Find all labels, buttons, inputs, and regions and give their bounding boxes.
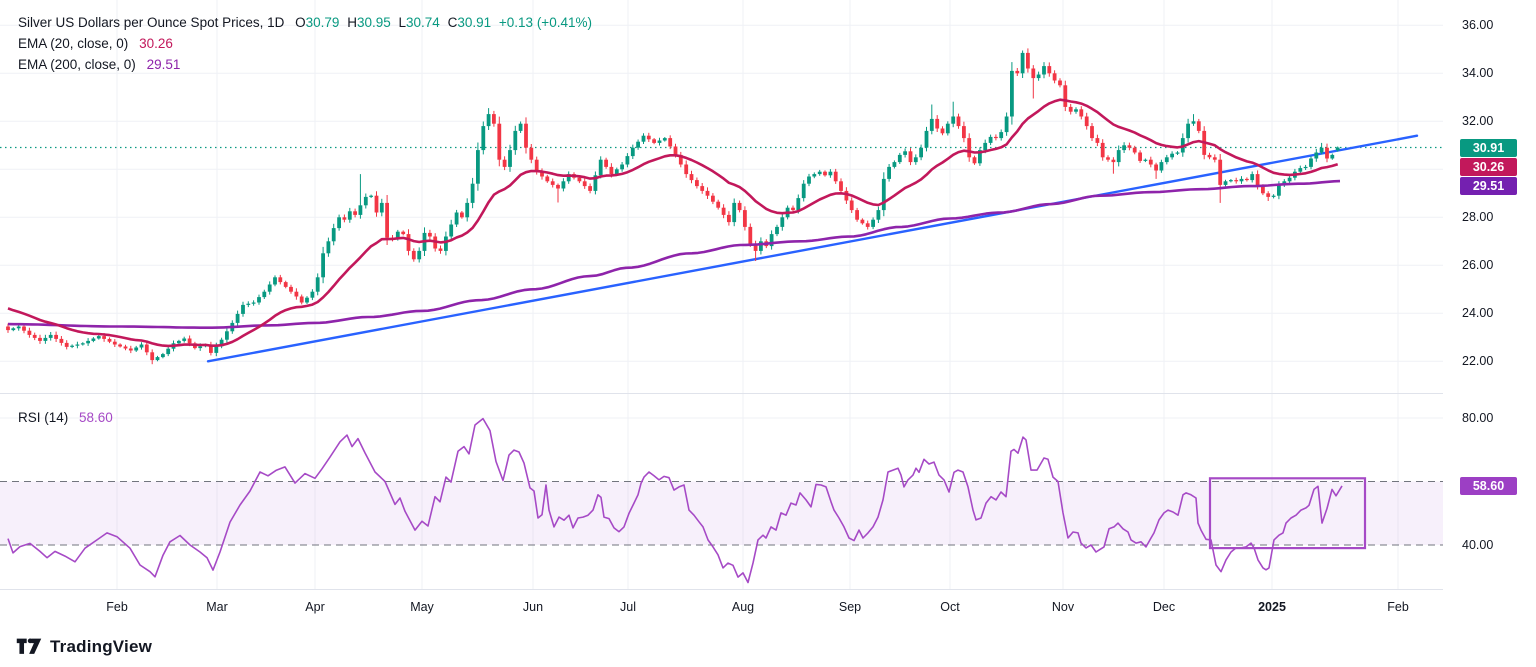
time-tick: Apr xyxy=(305,600,325,614)
pane-separator[interactable] xyxy=(0,393,1536,394)
rsi-tick: 40.00 xyxy=(1462,537,1494,552)
price-tick: 36.00 xyxy=(1462,17,1494,32)
ema20-value: 30.26 xyxy=(139,36,173,51)
time-tick: Mar xyxy=(206,600,228,614)
time-tick: 2025 xyxy=(1258,600,1286,614)
close-value: 30.91 xyxy=(457,15,492,30)
symbol-legend[interactable]: Silver US Dollars per Ounce Spot Prices,… xyxy=(18,13,592,33)
open-label: O xyxy=(295,15,306,30)
close-label: C xyxy=(447,15,458,30)
rsi-badge: 58.60 xyxy=(1460,476,1517,495)
low-label: L xyxy=(398,15,407,30)
open-value: 30.79 xyxy=(305,15,340,30)
time-tick: Sep xyxy=(838,600,862,614)
low-value: 30.74 xyxy=(406,15,440,30)
ema20-legend[interactable]: EMA (20, close, 0) 30.26 xyxy=(18,34,173,54)
rsi-axis-separator xyxy=(0,589,1536,590)
tradingview-attribution[interactable]: TradingView xyxy=(16,636,152,658)
price-tick: 28.00 xyxy=(1462,209,1494,224)
time-tick: Oct xyxy=(940,600,960,614)
price-axis[interactable]: 36.00 34.00 32.00 28.00 26.00 24.00 22.00 80.00… xyxy=(1443,0,1536,628)
ema200-legend[interactable]: EMA (200, close, 0) 29.51 xyxy=(18,55,180,75)
high-label: H xyxy=(347,15,357,30)
time-tick: Aug xyxy=(731,600,755,614)
brand-name: TradingView xyxy=(50,637,153,656)
time-tick: Jun xyxy=(522,600,544,614)
time-tick: Feb xyxy=(1387,600,1409,614)
price-tick: 22.00 xyxy=(1462,353,1494,368)
change-value: +0.13 (+0.41%) xyxy=(498,15,592,30)
price-badge: 29.51 xyxy=(1460,176,1517,195)
ema200-value: 29.51 xyxy=(146,57,181,72)
symbol-title: Silver US Dollars per Ounce Spot Prices,… xyxy=(18,15,285,30)
time-tick: Jul xyxy=(620,600,636,614)
time-tick: Nov xyxy=(1051,600,1075,614)
chart-canvas[interactable] xyxy=(0,0,1536,628)
price-tick: 26.00 xyxy=(1462,257,1494,272)
high-value: 30.95 xyxy=(356,15,391,30)
price-badge: 30.91 xyxy=(1460,138,1517,157)
price-badge: 30.26 xyxy=(1460,157,1517,176)
rsi-tick: 80.00 xyxy=(1462,410,1494,425)
rsi-label: RSI (14) xyxy=(18,410,69,425)
time-tick: May xyxy=(410,600,434,614)
price-tick: 32.00 xyxy=(1462,113,1494,128)
time-axis[interactable]: Feb Mar Apr May Jun Jul Aug Sep Oct Nov Dec 2025 Feb xyxy=(0,590,1443,628)
time-tick: Feb xyxy=(106,600,128,614)
ema200-label: EMA (200, close, 0) xyxy=(18,57,136,72)
tradingview-logo-icon xyxy=(16,638,42,654)
rsi-legend[interactable]: RSI (14) 58.60 xyxy=(18,408,113,428)
time-tick: Dec xyxy=(1152,600,1176,614)
rsi-value: 58.60 xyxy=(79,410,113,425)
price-tick: 24.00 xyxy=(1462,305,1494,320)
price-tick: 34.00 xyxy=(1462,65,1494,80)
ema20-label: EMA (20, close, 0) xyxy=(18,36,129,51)
